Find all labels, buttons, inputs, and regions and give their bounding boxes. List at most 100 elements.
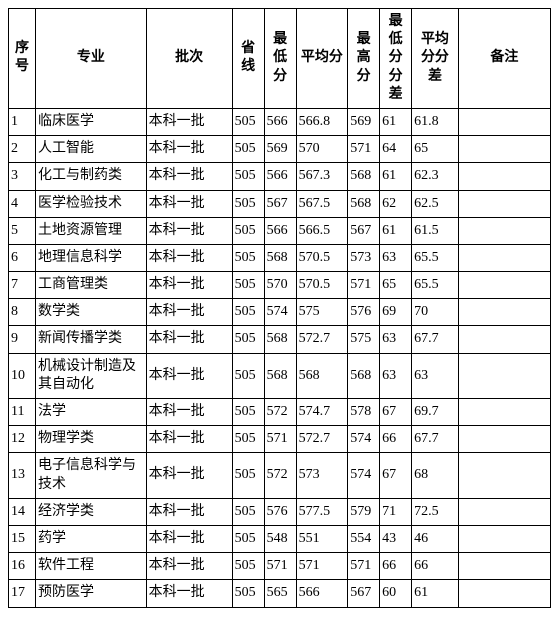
cell-provline: 505 — [232, 453, 264, 498]
cell-minscore: 574 — [264, 299, 296, 326]
cell-major: 数学类 — [36, 299, 147, 326]
table-row: 8数学类本科一批5055745755766970 — [9, 299, 551, 326]
cell-minscore: 567 — [264, 190, 296, 217]
cell-remark — [458, 163, 550, 190]
cell-mindiff: 67 — [380, 453, 412, 498]
cell-maxscore: 575 — [348, 326, 380, 353]
cell-avgscore: 571 — [296, 553, 348, 580]
cell-minscore: 570 — [264, 272, 296, 299]
cell-avgscore: 570.5 — [296, 244, 348, 271]
cell-seq: 2 — [9, 136, 36, 163]
cell-major: 预防医学 — [36, 580, 147, 607]
cell-mindiff: 62 — [380, 190, 412, 217]
header-minscore: 最低分 — [264, 9, 296, 109]
cell-avgscore: 577.5 — [296, 498, 348, 525]
cell-remark — [458, 399, 550, 426]
cell-avgscore: 572.7 — [296, 426, 348, 453]
cell-major: 软件工程 — [36, 553, 147, 580]
cell-remark — [458, 217, 550, 244]
cell-major: 土地资源管理 — [36, 217, 147, 244]
cell-seq: 11 — [9, 399, 36, 426]
admission-score-table: 序号 专业 批次 省线 最低分 平均分 最高分 最低分分差 平均分分差 备注 1… — [8, 8, 551, 608]
cell-avgdiff: 68 — [412, 453, 459, 498]
table-row: 15药学本科一批5055485515544346 — [9, 525, 551, 552]
cell-remark — [458, 426, 550, 453]
cell-provline: 505 — [232, 299, 264, 326]
cell-avgdiff: 46 — [412, 525, 459, 552]
cell-remark — [458, 326, 550, 353]
cell-batch: 本科一批 — [146, 108, 232, 135]
header-avgscore: 平均分 — [296, 9, 348, 109]
cell-minscore: 565 — [264, 580, 296, 607]
cell-provline: 505 — [232, 426, 264, 453]
cell-minscore: 572 — [264, 453, 296, 498]
cell-provline: 505 — [232, 163, 264, 190]
cell-remark — [458, 498, 550, 525]
cell-avgscore: 574.7 — [296, 399, 348, 426]
cell-seq: 7 — [9, 272, 36, 299]
cell-major: 人工智能 — [36, 136, 147, 163]
table-row: 10机械设计制造及其自动化本科一批5055685685686363 — [9, 353, 551, 398]
cell-provline: 505 — [232, 326, 264, 353]
cell-batch: 本科一批 — [146, 453, 232, 498]
cell-seq: 15 — [9, 525, 36, 552]
header-major: 专业 — [36, 9, 147, 109]
header-batch: 批次 — [146, 9, 232, 109]
cell-avgscore: 575 — [296, 299, 348, 326]
cell-seq: 4 — [9, 190, 36, 217]
cell-maxscore: 578 — [348, 399, 380, 426]
cell-batch: 本科一批 — [146, 163, 232, 190]
cell-major: 工商管理类 — [36, 272, 147, 299]
cell-seq: 13 — [9, 453, 36, 498]
cell-batch: 本科一批 — [146, 244, 232, 271]
cell-mindiff: 63 — [380, 244, 412, 271]
cell-remark — [458, 272, 550, 299]
header-maxscore: 最高分 — [348, 9, 380, 109]
cell-provline: 505 — [232, 108, 264, 135]
cell-remark — [458, 108, 550, 135]
cell-avgdiff: 61.8 — [412, 108, 459, 135]
cell-mindiff: 65 — [380, 272, 412, 299]
cell-batch: 本科一批 — [146, 580, 232, 607]
cell-avgdiff: 61 — [412, 580, 459, 607]
cell-avgdiff: 72.5 — [412, 498, 459, 525]
cell-provline: 505 — [232, 498, 264, 525]
table-row: 9新闻传播学类本科一批505568572.75756367.7 — [9, 326, 551, 353]
table-header: 序号 专业 批次 省线 最低分 平均分 最高分 最低分分差 平均分分差 备注 — [9, 9, 551, 109]
cell-avgscore: 551 — [296, 525, 348, 552]
cell-seq: 8 — [9, 299, 36, 326]
cell-minscore: 568 — [264, 353, 296, 398]
cell-provline: 505 — [232, 136, 264, 163]
cell-major: 法学 — [36, 399, 147, 426]
cell-avgdiff: 61.5 — [412, 217, 459, 244]
cell-mindiff: 63 — [380, 326, 412, 353]
table-row: 11法学本科一批505572574.75786769.7 — [9, 399, 551, 426]
cell-avgscore: 568 — [296, 353, 348, 398]
table-row: 17预防医学本科一批5055655665676061 — [9, 580, 551, 607]
cell-avgscore: 572.7 — [296, 326, 348, 353]
cell-minscore: 566 — [264, 163, 296, 190]
cell-minscore: 566 — [264, 108, 296, 135]
cell-mindiff: 61 — [380, 163, 412, 190]
cell-maxscore: 568 — [348, 163, 380, 190]
table-body: 1临床医学本科一批505566566.85696161.82人工智能本科一批50… — [9, 108, 551, 607]
cell-avgdiff: 65.5 — [412, 272, 459, 299]
cell-avgdiff: 65 — [412, 136, 459, 163]
cell-major: 新闻传播学类 — [36, 326, 147, 353]
cell-major: 电子信息科学与技术 — [36, 453, 147, 498]
cell-avgscore: 567.3 — [296, 163, 348, 190]
cell-provline: 505 — [232, 272, 264, 299]
header-mindiff: 最低分分差 — [380, 9, 412, 109]
cell-seq: 1 — [9, 108, 36, 135]
cell-mindiff: 43 — [380, 525, 412, 552]
cell-avgdiff: 69.7 — [412, 399, 459, 426]
table-row: 6地理信息科学本科一批505568570.55736365.5 — [9, 244, 551, 271]
cell-mindiff: 67 — [380, 399, 412, 426]
table-row: 4医学检验技术本科一批505567567.55686262.5 — [9, 190, 551, 217]
cell-maxscore: 554 — [348, 525, 380, 552]
cell-major: 化工与制药类 — [36, 163, 147, 190]
cell-major: 物理学类 — [36, 426, 147, 453]
cell-avgscore: 573 — [296, 453, 348, 498]
cell-seq: 17 — [9, 580, 36, 607]
cell-batch: 本科一批 — [146, 399, 232, 426]
